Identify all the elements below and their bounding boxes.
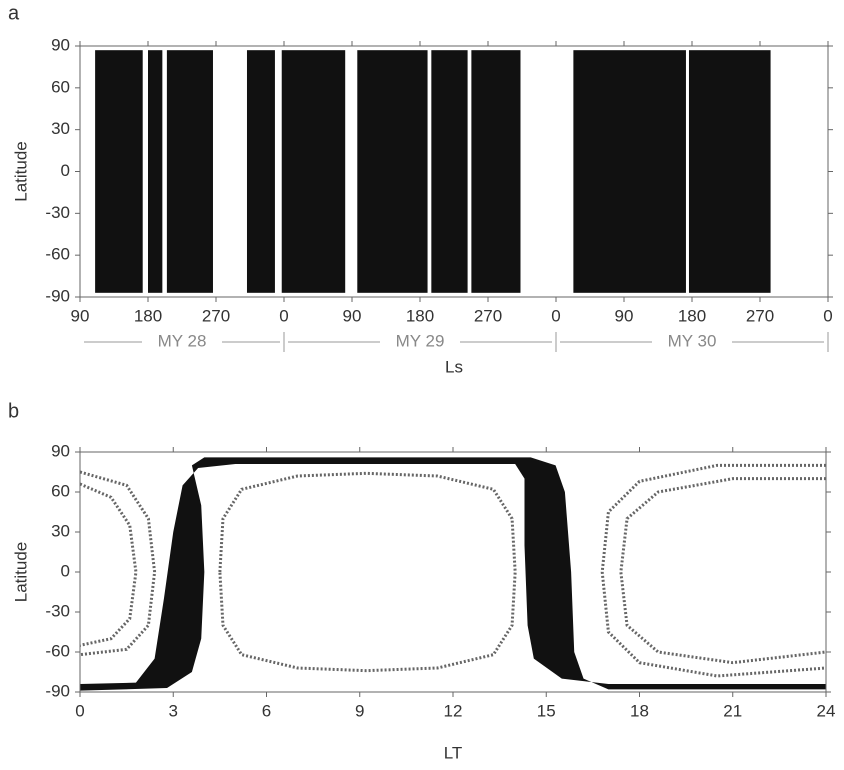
x-tick-label: 270: [474, 306, 502, 325]
y-axis-label: Latitude: [11, 542, 30, 603]
y-axis-label: Latitude: [11, 141, 30, 202]
x-tick-label: 6: [262, 701, 271, 720]
y-tick-label: -60: [45, 245, 70, 264]
x-tick-label: 18: [630, 701, 649, 720]
x-tick-label: 270: [746, 306, 774, 325]
x-tick-label: 0: [823, 306, 832, 325]
panel-label: a: [8, 2, 20, 24]
y-tick-label: 0: [61, 161, 70, 180]
y-tick-label: -90: [45, 286, 70, 305]
x-tick-label: 90: [71, 306, 90, 325]
x-tick-label: 3: [169, 701, 178, 720]
x-tick-label: 15: [537, 701, 556, 720]
panel-label: b: [8, 400, 19, 422]
coverage-block: [357, 50, 428, 293]
y-tick-label: -30: [45, 203, 70, 222]
x-axis-label: Ls: [445, 357, 463, 376]
coverage-block: [688, 50, 771, 293]
coverage-block: [148, 50, 163, 293]
coverage-block: [281, 50, 346, 293]
x-tick-label: 9: [355, 701, 364, 720]
y-tick-label: 30: [51, 119, 70, 138]
x-tick-label: 0: [551, 306, 560, 325]
coverage-block: [431, 50, 468, 293]
x-tick-label: 0: [279, 306, 288, 325]
year-label: MY 30: [668, 331, 717, 350]
x-tick-label: 180: [406, 306, 434, 325]
x-tick-label: 270: [202, 306, 230, 325]
orbit-curve: [600, 463, 827, 678]
x-tick-label: 21: [723, 701, 742, 720]
band: [80, 457, 826, 691]
coverage-block: [166, 50, 213, 293]
x-tick-label: 24: [817, 701, 836, 720]
x-tick-label: 180: [678, 306, 706, 325]
x-tick-label: 180: [134, 306, 162, 325]
y-tick-label: -60: [45, 641, 70, 660]
y-tick-label: 30: [51, 521, 70, 540]
orbit-curve: [619, 477, 827, 665]
x-tick-label: 0: [75, 701, 84, 720]
coverage-block: [471, 50, 521, 293]
year-label: MY 29: [396, 331, 445, 350]
x-axis-label: LT: [444, 743, 463, 762]
x-tick-label: 90: [343, 306, 362, 325]
y-tick-label: 90: [51, 441, 70, 460]
y-tick-label: -30: [45, 601, 70, 620]
y-tick-label: 90: [51, 35, 70, 54]
coverage-block: [573, 50, 686, 293]
x-tick-label: 12: [444, 701, 463, 720]
year-label: MY 28: [158, 331, 207, 350]
coverage-block: [95, 50, 143, 293]
coverage-block: [246, 50, 275, 293]
y-tick-label: 0: [61, 561, 70, 580]
y-tick-label: 60: [51, 481, 70, 500]
orbit-curve: [79, 470, 157, 657]
y-tick-label: -90: [45, 681, 70, 700]
x-tick-label: 90: [615, 306, 634, 325]
orbit-curve: [79, 482, 138, 647]
orbit-curve: [218, 471, 517, 673]
y-tick-label: 60: [51, 77, 70, 96]
